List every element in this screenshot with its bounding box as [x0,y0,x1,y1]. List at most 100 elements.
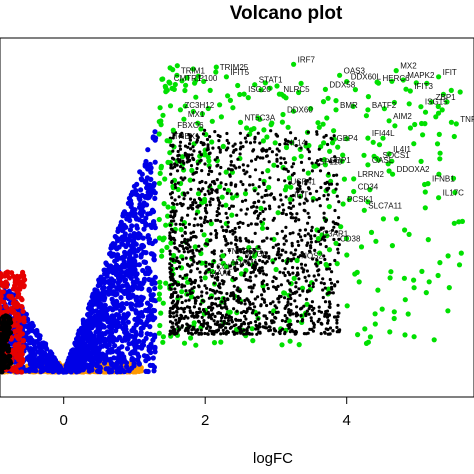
point-labeled-cluster [176,294,180,298]
point-significant-up [298,153,304,159]
point-labeled-cluster [287,310,291,314]
point-labeled-cluster [239,264,243,268]
point-labeled-cluster [280,211,284,215]
point-moderate [34,332,41,338]
point-labeled-cluster [256,214,260,218]
point-labeled-cluster [246,261,250,265]
point-labeled-cluster [244,140,248,144]
point-labeled-cluster [189,282,193,286]
point-labeled-cluster [208,315,212,319]
point-significant-up [208,221,214,227]
gene-label: KIAA1 [209,269,232,278]
point-labeled-cluster [249,222,253,226]
point-moderate [128,243,134,249]
point-labeled-cluster [197,244,201,248]
point-significant-up [179,78,185,84]
point-labeled-cluster [279,283,283,287]
point-labeled-gene [337,72,343,78]
point-labeled-cluster [307,150,311,154]
point-labeled-cluster [178,244,182,248]
point-significant-up [363,113,369,119]
point-labeled-cluster [181,178,185,182]
point-moderate [148,176,154,182]
gene-label: DDX60L [351,73,382,82]
point-significant-up [406,101,412,107]
point-labeled-cluster [245,207,249,211]
gene-label: DDX58 [329,80,355,89]
gene-label: MYOC [245,250,269,259]
point-labeled-cluster [232,324,236,328]
point-significant-up [320,99,327,105]
point-significant-down [21,319,27,325]
point-labeled-cluster [326,319,330,323]
point-labeled-cluster [222,319,226,323]
point-moderate [111,278,117,284]
point-labeled-cluster [261,260,265,264]
point-labeled-cluster [330,285,334,289]
point-labeled-cluster [293,136,298,141]
point-labeled-cluster [298,202,302,206]
point-moderate [97,369,103,375]
point-labeled-cluster [220,225,224,229]
point-significant-up [193,94,199,100]
point-labeled-gene [329,140,336,146]
point-moderate [141,278,147,284]
point-labeled-cluster [308,177,312,181]
point-labeled-cluster [225,216,229,220]
point-labeled-cluster [170,156,175,160]
point-labeled-cluster [184,241,188,245]
point-labeled-cluster [318,204,322,208]
point-moderate [146,344,152,350]
gene-label: NT5C3A [245,113,276,122]
point-significant-up [188,294,195,300]
point-labeled-cluster [202,142,206,146]
point-labeled-cluster [264,326,269,330]
point-moderate [68,369,74,375]
point-significant-down [5,308,11,314]
point-labeled-cluster [332,237,336,242]
point-significant-up [437,150,443,156]
point-moderate [124,301,130,307]
point-labeled-cluster [174,185,178,190]
point-labeled-cluster [305,243,309,247]
point-significant-up [251,126,257,132]
point-labeled-cluster [325,267,329,271]
point-labeled-cluster [180,283,184,287]
point-labeled-cluster [281,203,285,207]
point-labeled-gene [365,135,371,141]
point-labeled-cluster [279,253,283,257]
point-labeled-cluster [309,319,314,323]
point-moderate [30,367,36,373]
point-significant-up [190,108,196,115]
point-labeled-cluster [284,239,288,243]
point-significant-up [413,80,419,86]
point-labeled-cluster [330,270,334,274]
point-labeled-cluster [250,311,254,315]
point-significant-up [170,205,176,211]
point-significant-down [20,338,26,344]
point-moderate [133,241,139,247]
point-labeled-cluster [200,179,204,184]
point-significant-up [279,119,285,125]
point-labeled-cluster [253,231,257,235]
point-labeled-cluster [296,319,300,323]
point-labeled-cluster [278,193,283,197]
gene-label: IFIT [443,68,457,77]
point-labeled-cluster [261,269,265,273]
point-significant-up [250,338,256,344]
point-labeled-cluster [208,169,212,173]
point-labeled-cluster [229,160,233,164]
point-moderate [126,341,132,347]
point-significant-up [344,252,350,258]
point-labeled-cluster [284,319,288,323]
point-labeled-cluster [265,283,269,287]
point-labeled-cluster [291,231,295,235]
point-labeled-cluster [208,325,212,330]
point-labeled-cluster [310,300,314,304]
point-moderate [149,240,155,247]
point-labeled-cluster [294,330,298,334]
point-moderate [144,319,150,325]
point-labeled-cluster [224,313,228,317]
point-moderate [144,300,151,306]
